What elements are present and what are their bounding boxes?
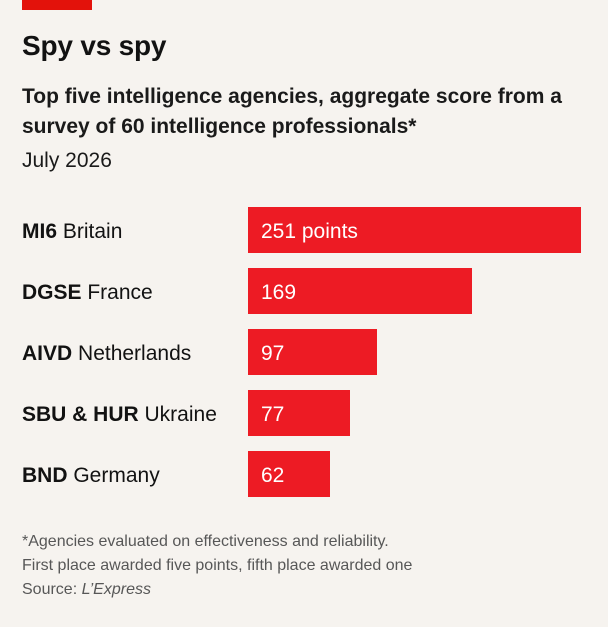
- bar-1: [248, 268, 472, 314]
- value-label-1: 169: [261, 281, 296, 304]
- category-label-2: AIVD Netherlands: [22, 342, 191, 365]
- footnote-line-2: First place awarded five points, fifth p…: [22, 557, 413, 574]
- country-name: Ukraine: [139, 403, 217, 426]
- bar-4: [248, 451, 330, 497]
- value-label-4: 62: [261, 464, 284, 487]
- country-name: Netherlands: [72, 342, 191, 365]
- category-label-4: BND Germany: [22, 464, 160, 487]
- agency-name: MI6: [22, 220, 57, 243]
- accent-tag: [22, 0, 92, 10]
- country-name: Britain: [57, 220, 122, 243]
- footnote-line-1: *Agencies evaluated on effectiveness and…: [22, 533, 389, 550]
- source-line: Source: L’Express: [22, 578, 412, 602]
- footnote: *Agencies evaluated on effectiveness and…: [22, 530, 412, 602]
- bar-2: [248, 329, 377, 375]
- category-label-3: SBU & HUR Ukraine: [22, 403, 217, 426]
- source-name: L’Express: [81, 581, 151, 598]
- agency-name: SBU & HUR: [22, 403, 139, 426]
- chart-title: Spy vs spy: [22, 30, 167, 61]
- chart-subtitle: Top five intelligence agencies, aggregat…: [22, 85, 562, 138]
- agency-name: BND: [22, 464, 68, 487]
- country-name: France: [82, 281, 153, 304]
- category-label-0: MI6 Britain: [22, 220, 122, 243]
- value-label-3: 77: [261, 403, 284, 426]
- value-label-2: 97: [261, 342, 284, 365]
- category-label-1: DGSE France: [22, 281, 153, 304]
- agency-name: AIVD: [22, 342, 72, 365]
- chart-date: July 2026: [22, 149, 112, 172]
- agency-name: DGSE: [22, 281, 82, 304]
- value-label-0: 251 points: [261, 220, 358, 243]
- bar-0: [248, 207, 581, 253]
- source-prefix: Source:: [22, 581, 82, 598]
- bar-3: [248, 390, 350, 436]
- country-name: Germany: [68, 464, 161, 487]
